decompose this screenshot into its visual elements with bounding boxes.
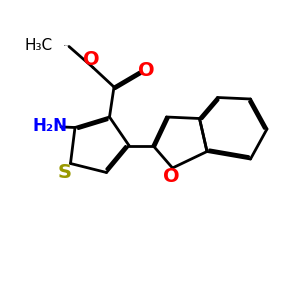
Text: O: O [163,167,179,186]
Text: H₃C: H₃C [24,38,52,52]
Text: S: S [58,163,72,182]
Text: methyl: methyl [64,44,68,46]
Text: O: O [138,61,154,80]
Text: H₂N: H₂N [32,117,67,135]
Text: O: O [83,50,100,69]
